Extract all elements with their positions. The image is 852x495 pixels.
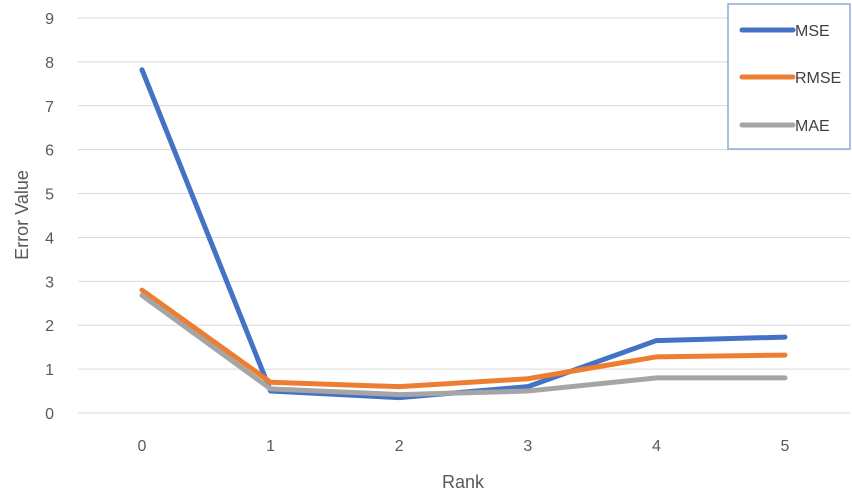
y-tick-label-7: 7 bbox=[45, 99, 54, 116]
series-line-mse bbox=[139, 67, 788, 401]
x-tick-label-1: 1 bbox=[266, 438, 275, 455]
y-tick-label-3: 3 bbox=[45, 274, 54, 291]
x-tick-label-3: 3 bbox=[523, 438, 532, 455]
series-lines bbox=[139, 67, 788, 401]
y-tick-label-1: 1 bbox=[45, 362, 54, 379]
legend: MSE RMSE MAE bbox=[727, 3, 851, 150]
x-tick-labels: 0 1 2 3 4 5 bbox=[138, 438, 790, 455]
y-tick-label-9: 9 bbox=[45, 11, 54, 28]
y-tick-label-4: 4 bbox=[45, 230, 54, 247]
y-tick-label-0: 0 bbox=[45, 406, 54, 423]
x-tick-label-2: 2 bbox=[395, 438, 404, 455]
y-tick-label-8: 8 bbox=[45, 55, 54, 72]
y-tick-label-5: 5 bbox=[45, 187, 54, 204]
y-axis-title: Error Value bbox=[12, 170, 32, 260]
legend-label-rmse: RMSE bbox=[795, 70, 841, 87]
x-tick-label-4: 4 bbox=[652, 438, 661, 455]
x-tick-label-0: 0 bbox=[138, 438, 147, 455]
legend-label-mse: MSE bbox=[795, 23, 830, 40]
x-axis-title: Rank bbox=[442, 472, 485, 492]
y-tick-label-6: 6 bbox=[45, 143, 54, 160]
legend-label-mae: MAE bbox=[795, 118, 830, 135]
y-tick-labels: 0 1 2 3 4 5 6 7 8 9 bbox=[45, 11, 54, 423]
legend-items: MSE RMSE MAE bbox=[739, 23, 841, 135]
series-line-rmse bbox=[139, 287, 788, 390]
x-tick-label-5: 5 bbox=[781, 438, 790, 455]
series-line-mae bbox=[139, 292, 788, 398]
y-tick-label-2: 2 bbox=[45, 318, 54, 335]
gridlines bbox=[78, 17, 850, 414]
